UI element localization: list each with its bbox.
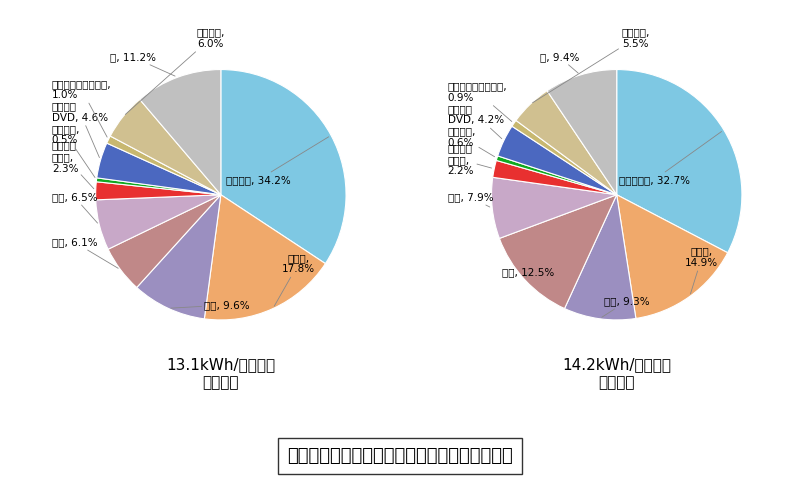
- Text: 給湯, 6.1%: 給湯, 6.1%: [52, 237, 118, 268]
- Wedge shape: [96, 182, 221, 200]
- Text: エアコン, 34.2%: エアコン, 34.2%: [226, 137, 329, 185]
- Wedge shape: [565, 195, 636, 320]
- Text: 他, 11.2%: 他, 11.2%: [110, 52, 175, 76]
- Text: 待機電力,
6.0%: 待機電力, 6.0%: [126, 27, 225, 115]
- Text: テレビ・
DVD, 4.2%: テレビ・ DVD, 4.2%: [448, 104, 504, 139]
- Wedge shape: [547, 69, 617, 195]
- Wedge shape: [137, 195, 221, 319]
- Wedge shape: [106, 136, 221, 195]
- Text: 冷蔵庫,
14.9%: 冷蔵庫, 14.9%: [686, 246, 718, 294]
- Text: エアコン等, 32.7%: エアコン等, 32.7%: [618, 132, 722, 185]
- Text: 家庭における家電製品の一日での電力消費割合: 家庭における家電製品の一日での電力消費割合: [287, 447, 513, 465]
- Text: 冷蔵庫,
17.8%: 冷蔵庫, 17.8%: [274, 253, 315, 306]
- Text: パソコン・ルーター,
1.0%: パソコン・ルーター, 1.0%: [52, 79, 111, 137]
- Wedge shape: [496, 156, 617, 195]
- Text: 炊事, 7.9%: 炊事, 7.9%: [448, 192, 494, 207]
- Wedge shape: [499, 195, 617, 308]
- Wedge shape: [110, 99, 221, 195]
- Text: 14.2kWh/世帯・日
（冬季）: 14.2kWh/世帯・日 （冬季）: [562, 358, 671, 390]
- Text: 他, 9.4%: 他, 9.4%: [540, 52, 579, 73]
- Text: 温水便座,
0.5%: 温水便座, 0.5%: [52, 124, 95, 177]
- Wedge shape: [96, 178, 221, 195]
- Wedge shape: [221, 69, 346, 264]
- Wedge shape: [617, 195, 728, 319]
- Text: 13.1kWh/世帯・日
（夏季）: 13.1kWh/世帯・日 （夏季）: [166, 358, 275, 390]
- Text: 温水便座,
0.6%: 温水便座, 0.6%: [448, 126, 494, 157]
- Wedge shape: [97, 143, 221, 195]
- Wedge shape: [512, 120, 617, 195]
- Wedge shape: [498, 126, 617, 195]
- Wedge shape: [96, 195, 221, 249]
- Wedge shape: [516, 91, 617, 195]
- Text: パソコン・ルーター,
0.9%: パソコン・ルーター, 0.9%: [448, 81, 512, 121]
- Text: テレビ・
DVD, 4.6%: テレビ・ DVD, 4.6%: [52, 101, 108, 158]
- Wedge shape: [491, 177, 617, 239]
- Text: 照明, 9.6%: 照明, 9.6%: [171, 300, 250, 310]
- Text: 洗濯機・
乾燥機,
2.2%: 洗濯機・ 乾燥機, 2.2%: [448, 143, 491, 176]
- Text: 洗濯機・
乾燥機,
2.3%: 洗濯機・ 乾燥機, 2.3%: [52, 141, 94, 189]
- Wedge shape: [204, 195, 326, 320]
- Wedge shape: [617, 69, 742, 253]
- Wedge shape: [493, 161, 617, 195]
- Text: 照明, 9.3%: 照明, 9.3%: [602, 296, 650, 317]
- Text: 待機電力,
5.5%: 待機電力, 5.5%: [533, 27, 650, 103]
- Text: 炊事, 6.5%: 炊事, 6.5%: [52, 192, 98, 223]
- Wedge shape: [140, 69, 221, 195]
- Wedge shape: [108, 195, 221, 287]
- Text: 給湯, 12.5%: 給湯, 12.5%: [502, 268, 554, 277]
